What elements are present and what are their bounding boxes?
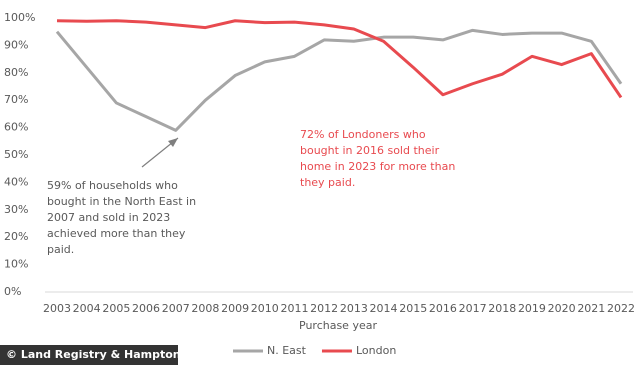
x-tick-label: 2004 [73,302,101,315]
x-tick-label: 2010 [251,302,279,315]
annotation: 2007 and sold in 2023 [47,211,170,224]
annotation: achieved more than they [47,227,186,240]
x-tick-label: 2021 [577,302,605,315]
annotation: bought in 2016 sold their [300,144,440,157]
annotation-arrowhead [168,138,178,147]
x-tick-label: 2019 [518,302,546,315]
legend-label: London [356,344,396,357]
y-tick-label: 10% [4,258,28,271]
x-tick-label: 2005 [102,302,130,315]
annotation: 59% of households who [47,179,178,192]
legend-label: N. East [267,344,307,357]
spacer [338,58,432,94]
y-tick-label: 90% [4,38,28,51]
x-tick-label: 2022 [607,302,634,315]
source-badge [0,345,178,365]
series-line [55,28,623,132]
y-tick-label: 20% [4,230,28,243]
annotation: bought in the North East in [47,195,196,208]
x-tick-label: 2017 [459,302,487,315]
x-tick-label: 2018 [488,302,516,315]
x-tick-label: 2015 [399,302,427,315]
annotation: paid. [47,243,74,256]
y-tick-label: 30% [4,203,28,216]
x-tick-label: 2009 [221,302,249,315]
x-axis-title: Purchase year [299,319,377,332]
x-tick-label: 2006 [132,302,160,315]
x-tick-label: 2016 [429,302,457,315]
y-tick-label: 50% [4,148,28,161]
x-tick-label: 2014 [370,302,398,315]
x-tick-label: 2008 [191,302,219,315]
series-line [56,19,623,99]
x-tick-label: 2013 [340,302,368,315]
annotation: home in 2023 for more than [300,160,455,173]
x-tick-label: 2007 [162,302,190,315]
x-tick-label: 2003 [43,302,71,315]
source: © Land Registry & Hamptons [6,348,188,361]
y-tick-label: 60% [4,121,28,134]
y-tick-label: 40% [4,175,28,188]
x-tick-label: 2012 [310,302,338,315]
y-tick-label: 0% [4,285,21,298]
x-tick-label: 2020 [548,302,576,315]
y-tick-label: 100% [4,11,35,24]
annotation: 72% of Londoners who [300,128,426,141]
annotation: they paid. [300,176,355,189]
x-tick-label: 2011 [280,302,308,315]
y-tick-label: 70% [4,93,28,106]
y-tick-label: 80% [4,66,28,79]
